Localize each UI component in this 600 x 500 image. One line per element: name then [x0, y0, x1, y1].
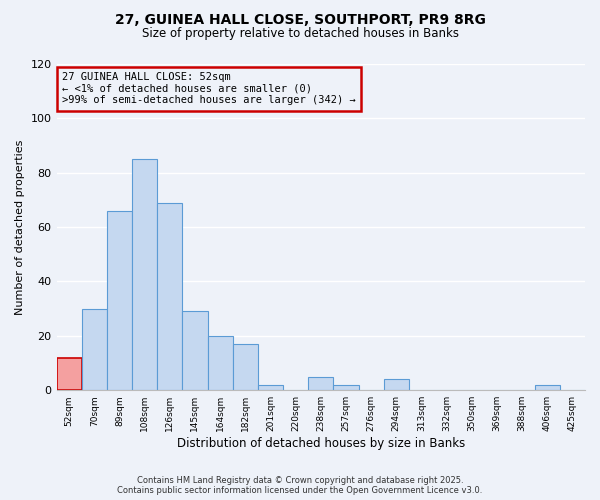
Bar	[132, 159, 157, 390]
Bar	[258, 385, 283, 390]
Text: Contains HM Land Registry data © Crown copyright and database right 2025.
Contai: Contains HM Land Registry data © Crown c…	[118, 476, 482, 495]
Bar	[107, 211, 132, 390]
Text: 27, GUINEA HALL CLOSE, SOUTHPORT, PR9 8RG: 27, GUINEA HALL CLOSE, SOUTHPORT, PR9 8R…	[115, 12, 485, 26]
Bar	[233, 344, 258, 390]
Bar	[334, 385, 359, 390]
Text: 27 GUINEA HALL CLOSE: 52sqm
← <1% of detached houses are smaller (0)
>99% of sem: 27 GUINEA HALL CLOSE: 52sqm ← <1% of det…	[62, 72, 356, 106]
X-axis label: Distribution of detached houses by size in Banks: Distribution of detached houses by size …	[176, 437, 465, 450]
Bar	[56, 358, 82, 390]
Bar	[383, 380, 409, 390]
Text: Size of property relative to detached houses in Banks: Size of property relative to detached ho…	[142, 28, 458, 40]
Bar	[308, 376, 334, 390]
Y-axis label: Number of detached properties: Number of detached properties	[15, 140, 25, 315]
Bar	[208, 336, 233, 390]
Bar	[182, 312, 208, 390]
Bar	[157, 202, 182, 390]
Bar	[535, 385, 560, 390]
Bar	[82, 308, 107, 390]
